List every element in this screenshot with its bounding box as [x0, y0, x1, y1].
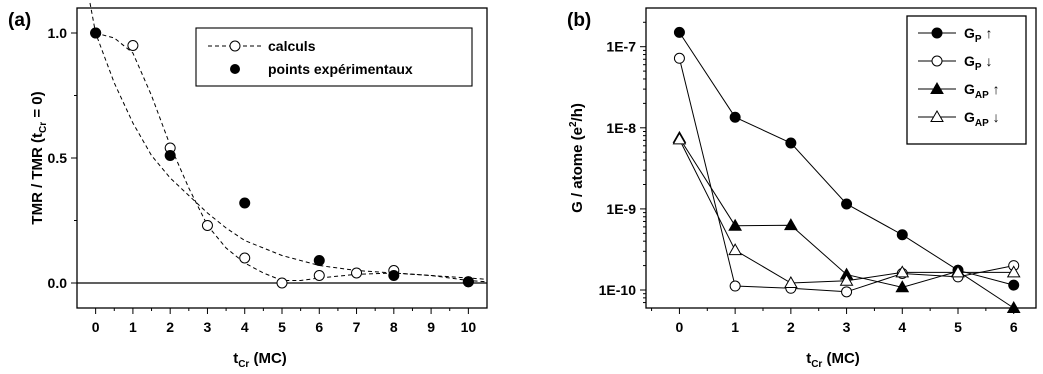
calculs-point	[239, 252, 251, 264]
panel-b-x-axis-title: tCr (MC)	[806, 350, 860, 370]
x-tick-label: 4	[241, 319, 249, 335]
legend-label-calculs: calculs	[268, 38, 316, 54]
panel-b-y-axis-title: G / atome (e2/h)	[568, 103, 586, 213]
legend-label: GP ↑	[964, 25, 992, 45]
x-tick-label: 3	[843, 319, 851, 335]
panel-b-legend: GP ↑ GP ↓ GAP ↑ GAP ↓	[906, 15, 1027, 145]
experimental-point	[313, 255, 325, 266]
data-point	[672, 132, 687, 145]
x-tick-label: 1	[731, 319, 739, 335]
legend-marker	[930, 81, 944, 94]
legend-filled-circle-marker	[230, 64, 240, 74]
calculs-point	[127, 40, 139, 51]
y-tick-label: 1E-8	[606, 120, 636, 136]
data-point	[841, 198, 853, 210]
y-tick-label: 1E-9	[606, 201, 636, 217]
legend-label: GAP ↑	[964, 81, 1000, 101]
panel-a-y-axis-title: TMR / TMR (tCr = 0)	[29, 91, 49, 224]
data-point	[673, 26, 685, 38]
x-tick-label: 5	[278, 319, 286, 335]
panel-a-x-axis-title: tCr (MC)	[233, 350, 287, 370]
calculs-point	[276, 277, 288, 289]
x-tick-label: 3	[204, 319, 212, 335]
panel-b-legend-box	[906, 15, 1027, 145]
data-point	[785, 137, 797, 149]
panel-b-plot-frame	[645, 7, 1037, 309]
panel-a-label: (a)	[8, 10, 31, 31]
data-point	[783, 275, 798, 289]
panel-a-legend: calculs points expérimentaux	[195, 27, 473, 87]
panel-a-legend-box	[195, 27, 473, 87]
legend-label: GP ↓	[964, 53, 992, 73]
legend-marker	[930, 109, 944, 122]
calculs-point	[201, 220, 213, 231]
x-tick-label: 2	[787, 319, 795, 335]
legend-open-circle-marker	[229, 40, 241, 52]
experimental-point	[462, 276, 474, 288]
legend-label-points-experimentaux: points expérimentaux	[268, 61, 413, 77]
y-tick-label: 0.0	[48, 275, 68, 291]
legend-marker	[931, 55, 943, 67]
x-tick-label: 2	[166, 319, 174, 335]
x-tick-label: 0	[676, 319, 684, 335]
x-tick-label: 4	[898, 319, 906, 335]
x-tick-label: 5	[954, 319, 962, 335]
experimental-point	[90, 27, 102, 39]
calculs-point	[351, 267, 363, 279]
panel-b-label: (b)	[567, 10, 591, 31]
legend-label: GAP ↓	[964, 109, 1000, 129]
data-point	[896, 229, 908, 241]
data-point	[728, 243, 743, 256]
data-point	[728, 218, 743, 231]
x-tick-label: 6	[315, 319, 323, 335]
x-tick-label: 1	[129, 319, 137, 335]
data-point	[673, 52, 685, 64]
data-point	[951, 265, 965, 278]
x-tick-label: 0	[92, 319, 100, 335]
panel-a: (a) 0 1 2 3 4 5 6 7 8 9 10 0.0 0.5 1.0 calculs point…	[8, 2, 488, 370]
x-tick-label: 7	[353, 319, 361, 335]
x-tick-label: 10	[461, 319, 477, 335]
y-tick-label: 0.5	[48, 150, 68, 166]
data-point	[1006, 265, 1021, 278]
y-tick-label: 1E-10	[599, 282, 637, 298]
data-point	[895, 265, 910, 278]
experimental-point	[388, 270, 400, 281]
experimental-point	[164, 150, 176, 161]
legend-marker	[931, 27, 943, 39]
data-point	[839, 273, 854, 286]
experimental-point	[239, 197, 251, 209]
x-tick-label: 6	[1010, 319, 1018, 335]
data-point	[783, 218, 798, 231]
panel-b: (b) 0 1 2 3 4 5 6 1E-10 1E-9 1E-8 1E-7 GP ↑ GP ↓ GA…	[567, 7, 1037, 370]
y-tick-label: 1E-7	[606, 39, 636, 55]
data-point	[729, 280, 741, 292]
data-point	[729, 111, 741, 123]
x-tick-label: 9	[427, 319, 435, 335]
calculs-point	[313, 270, 325, 281]
data-point	[1008, 279, 1020, 291]
y-tick-label: 1.0	[48, 25, 68, 41]
dashed-fit-curve-2	[89, 2, 488, 280]
data-point	[895, 280, 910, 293]
dashed-fit-curve-1	[95, 32, 488, 283]
data-point	[841, 286, 853, 298]
x-tick-label: 8	[390, 319, 398, 335]
